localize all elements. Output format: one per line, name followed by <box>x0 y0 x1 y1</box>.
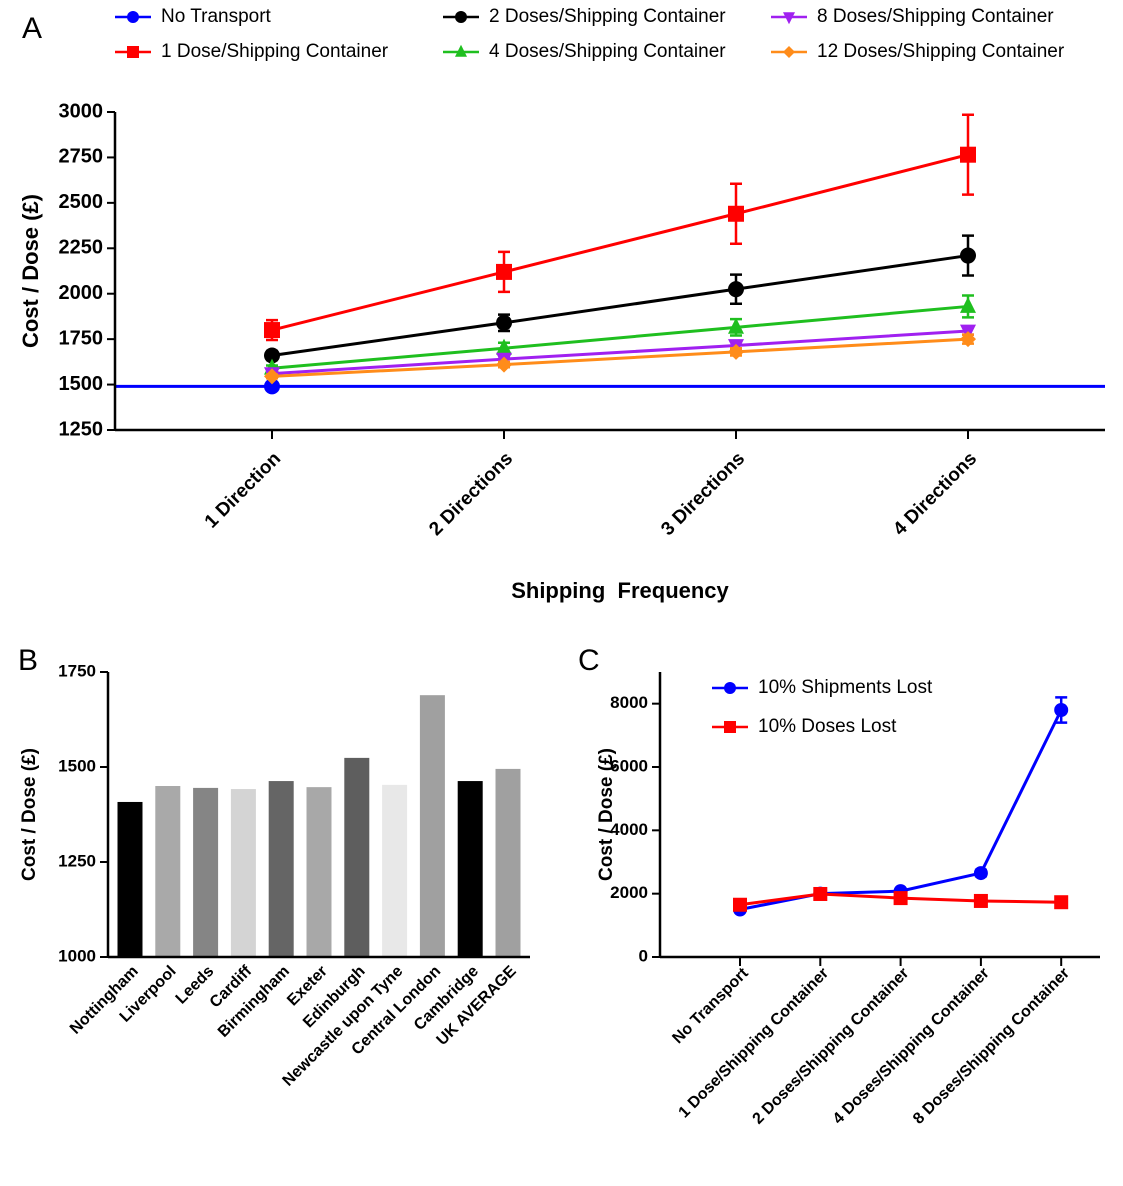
y-axis-title: Cost / Dose (£) <box>18 194 43 348</box>
marker <box>973 893 988 908</box>
marker <box>496 338 512 355</box>
marker <box>724 682 736 694</box>
y-tick-label: 2000 <box>610 883 648 902</box>
marker <box>728 281 744 298</box>
marker <box>724 721 736 733</box>
marker <box>728 205 744 222</box>
y-tick-label: 0 <box>639 946 648 965</box>
marker <box>264 347 280 364</box>
marker <box>783 46 795 58</box>
legend-label: 10% Doses Lost <box>758 716 897 737</box>
bar <box>155 786 181 957</box>
y-tick-label: 2500 <box>59 191 104 213</box>
marker <box>960 296 976 313</box>
bar <box>495 768 521 957</box>
legend-label: 10% Shipments Lost <box>758 677 933 698</box>
y-tick-label: 4000 <box>610 820 648 839</box>
x-tick-label: 1 Dose/Shipping Container <box>676 965 833 1122</box>
panel-label: C <box>578 644 600 677</box>
marker <box>264 322 280 339</box>
y-tick-label: 1250 <box>58 851 96 870</box>
marker <box>960 247 976 264</box>
bar <box>419 695 445 957</box>
x-axis-title: Shipping Frequency <box>511 578 729 603</box>
marker <box>455 11 467 23</box>
marker <box>1054 895 1069 910</box>
y-tick-label: 2750 <box>59 146 104 168</box>
x-tick-label: 2 Doses/Shipping Container <box>750 965 913 1128</box>
marker <box>960 146 976 163</box>
panel-label: B <box>18 644 38 677</box>
marker <box>496 263 512 280</box>
y-tick-label: 6000 <box>610 756 648 775</box>
y-tick-label: 1750 <box>58 661 96 680</box>
marker <box>496 356 512 373</box>
bar <box>193 787 219 957</box>
legend-label: 1 Dose/Shipping Container <box>161 41 389 62</box>
legend-label: 8 Doses/Shipping Container <box>817 6 1054 27</box>
y-tick-label: 3000 <box>59 100 104 122</box>
x-tick-label: 4 Doses/Shipping Container <box>830 965 993 1128</box>
x-tick-label: 8 Doses/Shipping Container <box>910 965 1073 1128</box>
marker <box>127 46 139 58</box>
series-line <box>739 709 1063 911</box>
y-axis-title: Cost / Dose (£) <box>19 748 40 881</box>
y-tick-label: 1500 <box>58 756 96 775</box>
marker <box>455 44 467 57</box>
y-tick-label: 1750 <box>59 327 104 349</box>
marker <box>783 12 795 25</box>
marker <box>733 897 747 912</box>
marker <box>960 331 976 348</box>
marker <box>973 866 988 881</box>
series-line <box>271 329 969 376</box>
marker <box>264 368 280 385</box>
series-line <box>271 337 969 378</box>
y-tick-label: 1500 <box>59 373 104 395</box>
marker <box>496 314 512 331</box>
marker <box>1054 703 1069 717</box>
legend-label: 2 Doses/Shipping Container <box>489 6 726 27</box>
bar <box>382 784 408 957</box>
marker <box>127 11 139 23</box>
y-axis-title: Cost / Dose (£) <box>596 748 617 881</box>
y-tick-label: 1250 <box>59 418 104 440</box>
y-tick-label: 2000 <box>59 282 104 304</box>
bar <box>268 781 294 957</box>
bar <box>306 787 332 957</box>
y-tick-label: 8000 <box>610 693 648 712</box>
y-tick-label: 1000 <box>58 946 96 965</box>
x-tick-label: 2 Directions <box>425 448 517 540</box>
marker <box>893 891 908 906</box>
bar <box>457 781 483 957</box>
series-line <box>271 254 969 357</box>
marker <box>728 317 744 334</box>
y-tick-label: 2250 <box>59 237 104 259</box>
x-tick-label: 4 Directions <box>889 448 981 540</box>
marker <box>813 886 828 901</box>
legend-label: 4 Doses/Shipping Container <box>489 41 726 62</box>
legend-label: 12 Doses/Shipping Container <box>817 41 1065 62</box>
bar <box>344 757 370 957</box>
x-tick-label: No Transport <box>669 964 752 1047</box>
bar <box>230 789 256 957</box>
panel-label: A <box>22 12 42 45</box>
series-line <box>271 153 969 332</box>
x-tick-label: 1 Direction <box>201 448 285 532</box>
x-tick-label: 3 Directions <box>657 448 749 540</box>
marker <box>264 378 280 395</box>
bar <box>117 801 143 957</box>
series-line <box>271 304 969 370</box>
legend-label: No Transport <box>161 6 272 27</box>
marker <box>728 343 744 360</box>
